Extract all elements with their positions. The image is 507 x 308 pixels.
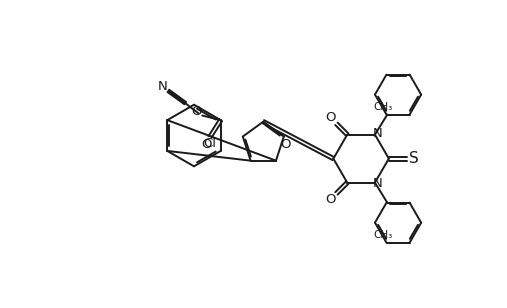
Text: N: N <box>372 177 382 190</box>
Text: CH₃: CH₃ <box>373 230 392 240</box>
Text: O: O <box>325 193 336 206</box>
Text: O: O <box>191 105 201 118</box>
Text: S: S <box>409 151 418 166</box>
Text: N: N <box>157 80 167 93</box>
Text: O: O <box>202 138 212 151</box>
Text: N: N <box>372 127 382 140</box>
Text: O: O <box>325 111 336 124</box>
Text: O: O <box>280 138 291 151</box>
Text: CH₃: CH₃ <box>373 102 392 112</box>
Text: Cl: Cl <box>203 137 216 150</box>
